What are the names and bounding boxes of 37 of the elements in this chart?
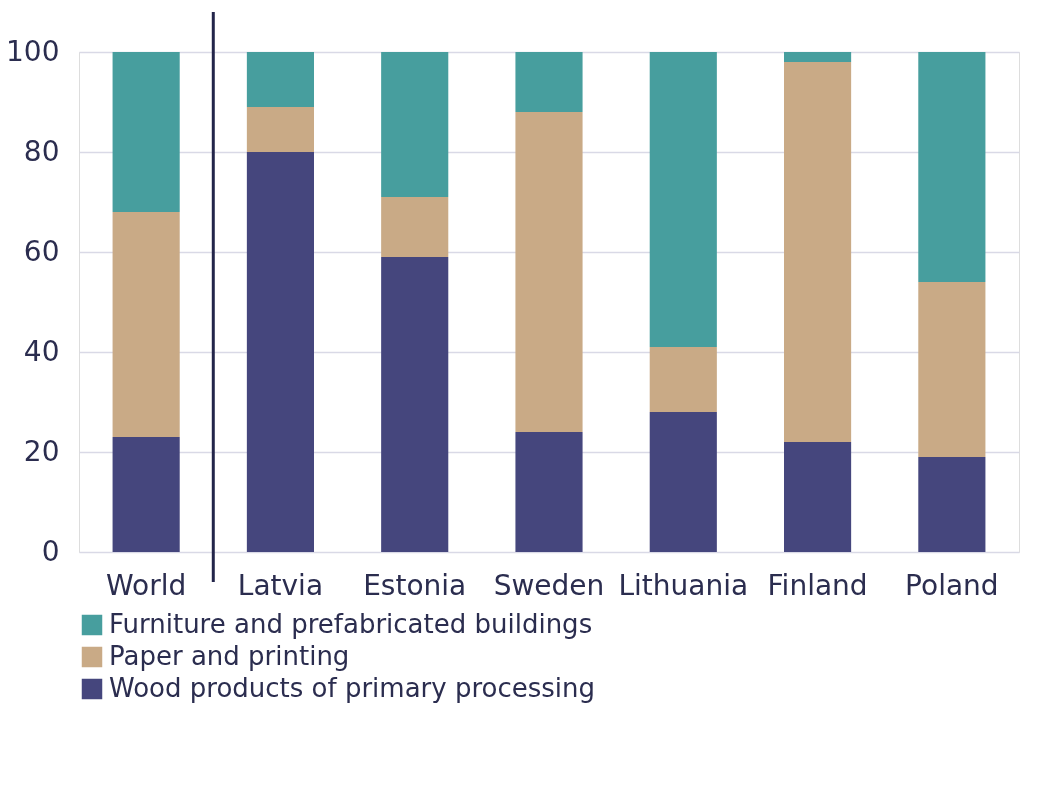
bar	[246, 107, 314, 152]
x-tick-label: World	[106, 568, 187, 602]
bar	[918, 457, 986, 552]
bar	[784, 52, 852, 62]
bar	[112, 212, 180, 437]
bar	[381, 197, 449, 257]
x-tick-label: Estonia	[363, 568, 467, 602]
bar	[649, 412, 717, 552]
bar	[649, 52, 717, 347]
bar	[515, 112, 583, 432]
y-tick-label: 100	[6, 34, 60, 68]
bar	[918, 282, 986, 457]
x-tick-label: Finland	[767, 568, 868, 602]
legend-label: Furniture and prefabricated buildings	[109, 609, 593, 639]
bar	[112, 437, 180, 552]
y-tick-label: 60	[23, 234, 60, 268]
bar	[246, 152, 314, 552]
bar	[784, 442, 852, 552]
bar	[649, 347, 717, 412]
y-tick-label: 0	[41, 534, 60, 568]
bar	[112, 52, 180, 212]
legend-label: Wood products of primary processing	[109, 673, 596, 703]
y-tick-label: 20	[23, 434, 60, 468]
bar	[381, 257, 449, 552]
y-tick-label: 80	[23, 134, 60, 168]
bar	[381, 52, 449, 197]
bar	[515, 432, 583, 552]
x-tick-label: Poland	[905, 568, 999, 602]
y-tick-label: 40	[23, 334, 60, 368]
x-tick-label: Latvia	[237, 568, 324, 602]
x-tick-label: Lithuania	[618, 568, 749, 602]
x-tick-label: Sweden	[493, 568, 605, 602]
bar	[918, 52, 986, 282]
bar	[784, 62, 852, 442]
bar	[246, 52, 314, 107]
legend-label: Paper and printing	[109, 641, 350, 671]
bar	[515, 52, 583, 112]
